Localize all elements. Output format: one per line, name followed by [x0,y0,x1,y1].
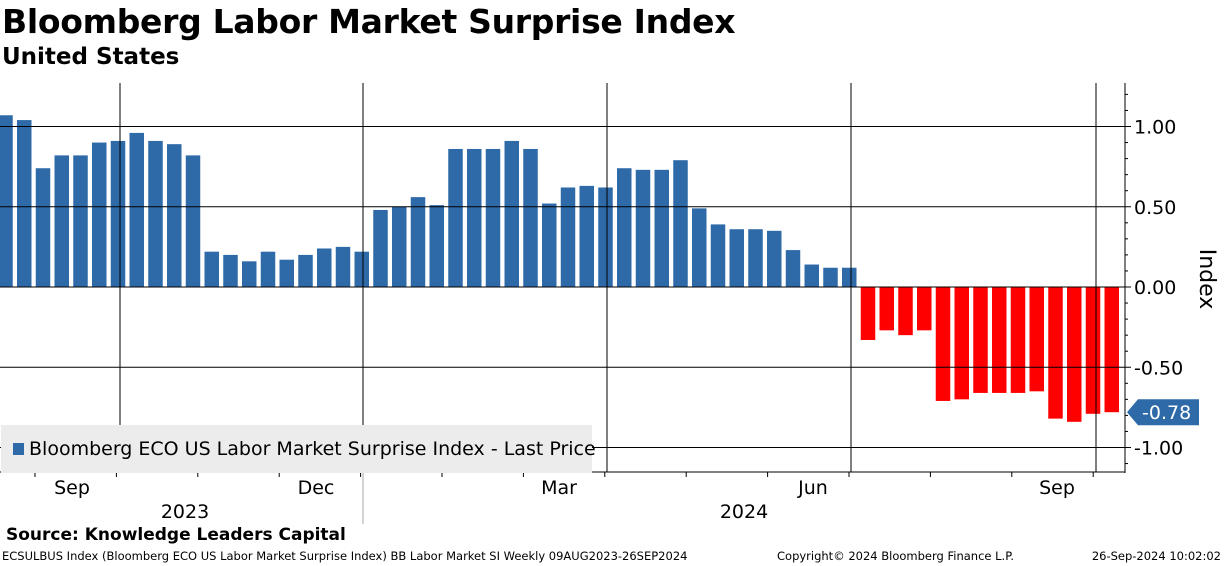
chart-subtitle: United States [2,44,180,70]
bar [110,140,126,287]
bar [748,229,763,287]
x-month-label: Sep [1039,477,1075,499]
bar [242,261,257,287]
y-tick-label: 1.00 [1134,117,1176,139]
timestamp: 26-Sep-2024 10:02:02 [1091,549,1221,563]
bar [0,115,13,287]
bar [448,148,463,287]
bar [73,155,88,287]
bar [973,287,988,393]
bar [804,264,819,287]
last-price-tag-shape [1127,399,1199,426]
source-note: Source: Knowledge Leaders Capital [6,525,346,545]
legend-background [1,425,592,473]
bar [542,203,557,287]
bar [392,206,407,287]
bar [598,187,613,287]
bar [823,267,838,287]
bar [485,148,501,287]
bar [1085,287,1101,414]
x-year-label: 2024 [720,501,768,523]
bar [167,144,182,287]
x-month-label: Dec [298,477,335,499]
bar [17,120,32,287]
bar [317,248,332,287]
bar [429,205,444,287]
y-tick-label: -0.50 [1134,357,1183,379]
legend: Bloomberg ECO US Labor Market Surprise I… [1,425,596,473]
bar [523,148,538,287]
y-tick-label: 0.50 [1134,197,1176,219]
bar [279,259,294,287]
bar [204,251,219,287]
bar [842,267,857,287]
x-year-label: 2023 [161,501,209,523]
bar [692,208,707,287]
last-price-tag: -0.78 [1127,399,1199,426]
bar [335,246,351,288]
bar [617,168,632,287]
bar [35,168,51,287]
last-price-value: -0.78 [1142,402,1191,424]
bar [635,169,651,287]
bar [767,230,782,287]
bar [710,224,726,287]
bar [898,287,913,336]
bar [879,287,894,331]
bar [785,250,801,287]
chart-canvas: 1.00 0.50 0.00 -0.50 -1.00 Sep Dec Mar Jun Sep 20… [0,83,1219,524]
bar [1048,287,1063,419]
bar [148,140,163,287]
legend-label: Bloomberg ECO US Labor Market Surprise I… [29,438,596,460]
bar [467,148,482,287]
x-month-label: Mar [541,477,577,499]
bar [504,140,519,287]
bar [410,197,426,287]
x-month-label: Sep [54,477,90,499]
x-month-label: Jun [797,477,828,499]
bar [560,187,576,287]
bar [185,155,201,287]
bar [260,251,276,287]
bar [935,287,951,401]
y-axis: 1.00 0.50 0.00 -0.50 -1.00 [1124,83,1183,473]
bar [992,287,1007,393]
bar [223,254,238,287]
bar [579,185,594,287]
bar [917,287,932,331]
y-tick-label: 0.00 [1134,277,1176,299]
bar-series [0,115,1119,422]
bar [354,251,369,287]
bar [729,229,744,287]
bar [673,160,688,287]
y-axis-label: Index [1194,249,1219,310]
x-axis: Sep Dec Mar Jun Sep 2023 2024 [0,471,1125,524]
bar [298,254,313,287]
bar [954,287,969,400]
chart-title: Bloomberg Labor Market Surprise Index [2,2,736,41]
copyright: Copyright© 2024 Bloomberg Finance L.P. [777,549,1014,563]
bar [1067,287,1082,422]
bar [54,155,69,287]
bar [373,209,388,287]
bar [860,287,876,340]
bar [1029,287,1044,392]
bar [654,169,669,287]
bar [129,132,144,287]
bar [1010,287,1026,393]
bar [92,142,107,287]
legend-swatch [13,443,24,455]
bar [1104,287,1119,413]
y-tick-label: -1.00 [1134,438,1183,460]
ticker-info: ECSULBUS Index (Bloomberg ECO US Labor M… [2,549,688,563]
